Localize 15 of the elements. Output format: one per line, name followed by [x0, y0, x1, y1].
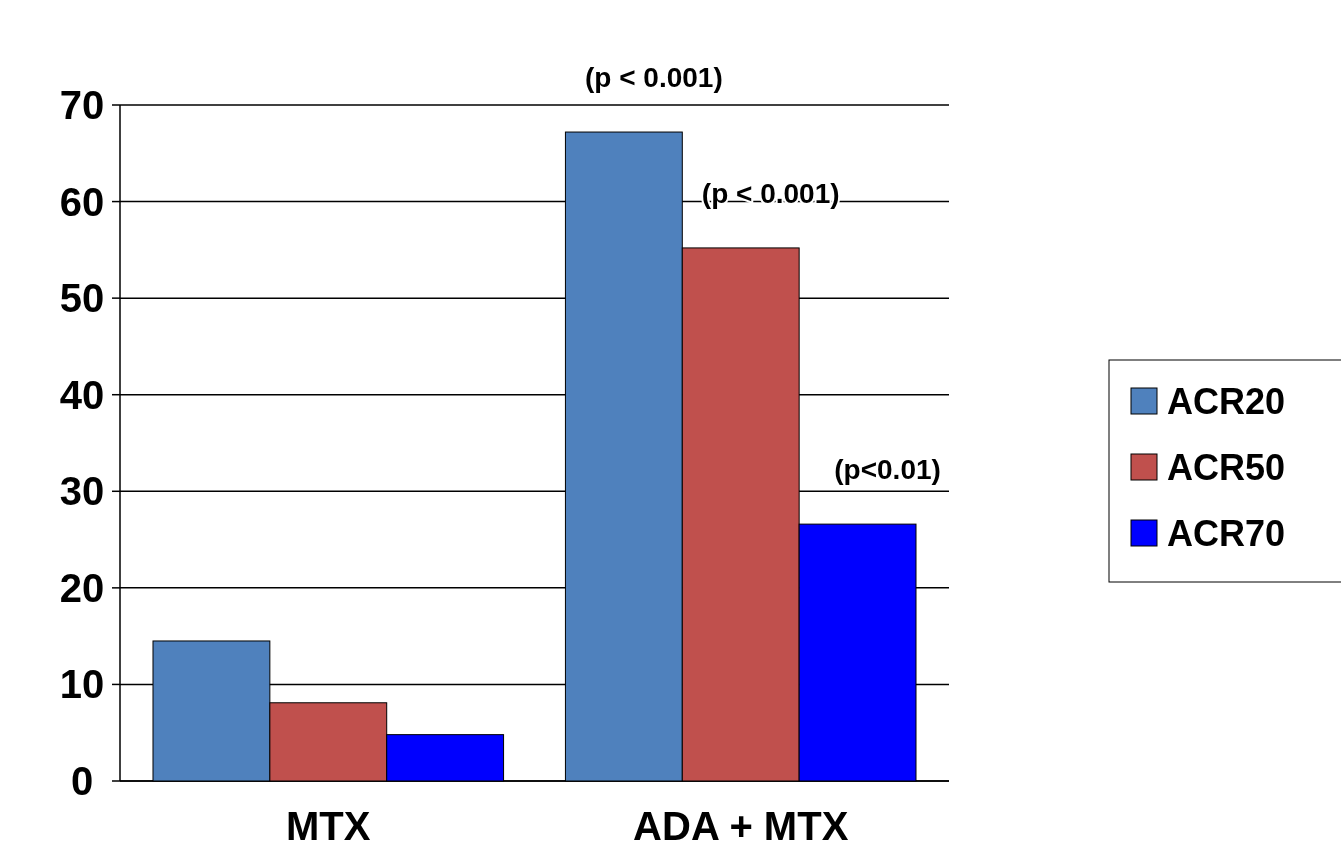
legend-label: ACR20: [1167, 380, 1286, 422]
y-tick-label: 70: [59, 83, 105, 127]
annotation: (p<0.01): [834, 454, 941, 486]
y-tick-label: 40: [59, 372, 105, 417]
y-tick-label: 10: [59, 662, 105, 707]
x-tick-label: ADA + MTX: [633, 804, 849, 848]
legend-label: ACR70: [1167, 512, 1286, 554]
y-tick-label: 60: [59, 179, 105, 224]
y-tick-label: 30: [59, 469, 105, 514]
text: (p < 0.001): [584, 62, 723, 94]
y-tick-label: 0: [70, 759, 94, 803]
y-tick-label: 20: [59, 565, 105, 610]
y-tick-label: 50: [59, 276, 105, 321]
x-tick-label: MTX: [286, 804, 371, 848]
legend-label: ACR50: [1167, 446, 1286, 488]
